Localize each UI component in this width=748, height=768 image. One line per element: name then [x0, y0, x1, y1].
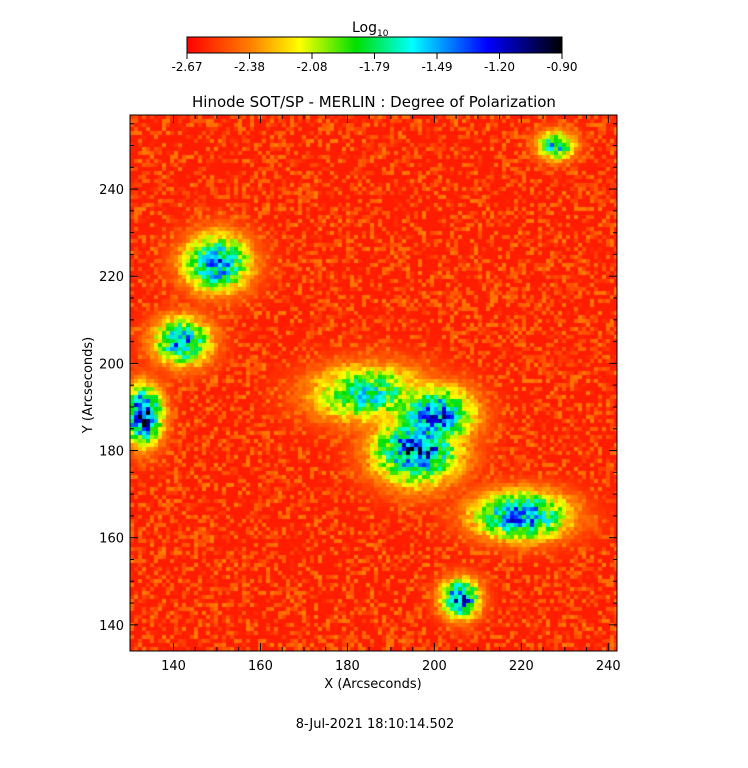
x-tick-label: 200: [422, 659, 447, 674]
x-axis-label: X (Arcseconds): [324, 677, 421, 692]
colorbar-tick-label: -2.38: [234, 60, 265, 74]
colorbar-tick-label: -2.67: [171, 60, 202, 74]
colorbar-tick-label: -1.49: [421, 60, 452, 74]
colorbar-label: Log10: [352, 20, 389, 39]
axes: 140 160 180 200 220 240 140 160 180 200 220 240: [99, 115, 621, 674]
x-tick-label: 240: [596, 659, 621, 674]
colorbar: [186, 36, 563, 54]
y-tick-label: 140: [99, 619, 124, 634]
x-tick-label: 180: [335, 659, 360, 674]
y-tick-label: 180: [99, 445, 124, 460]
y-tick-label: 200: [99, 357, 124, 372]
x-tick-label: 140: [161, 659, 186, 674]
x-tick-label: 220: [509, 659, 534, 674]
plot-frame: [129, 114, 618, 652]
y-tick-label: 220: [99, 270, 124, 285]
colorbar-label-subscript: 10: [377, 29, 389, 39]
y-tick-label: 160: [99, 532, 124, 547]
y-axis-label: Y (Arcseconds): [81, 337, 96, 434]
chart-title: Hinode SOT/SP - MERLIN : Degree of Polar…: [192, 93, 556, 111]
heatmap-image: [130, 115, 617, 651]
colorbar-tick-label: -1.79: [359, 60, 390, 74]
colorbar-tick-label: -1.20: [484, 60, 515, 74]
y-tick-label: 240: [99, 183, 124, 198]
colorbar-tick-label: -0.90: [546, 60, 577, 74]
timestamp: 8-Jul-2021 18:10:14.502: [296, 717, 455, 732]
colorbar-ticks: -2.67 -2.38 -2.08 -1.79 -1.49 -1.20 -0.90: [171, 53, 578, 74]
colorbar-tick-label: -2.08: [296, 60, 327, 74]
x-tick-label: 160: [248, 659, 273, 674]
